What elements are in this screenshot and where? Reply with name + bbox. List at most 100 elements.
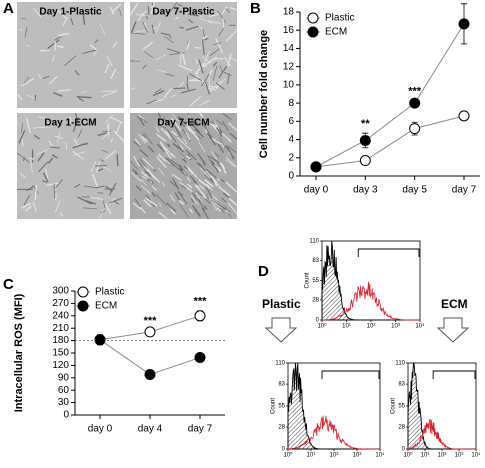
cell [194,62,206,75]
cell [154,88,162,94]
cell [198,24,203,30]
cell [171,130,178,137]
cell [196,197,206,211]
cell [196,135,202,140]
cell [186,155,191,160]
cell [24,27,28,38]
cell [205,168,218,179]
y-tick-label: 0 [316,318,320,324]
cell [99,23,106,36]
cell [197,153,206,165]
cell [179,26,184,29]
cell [213,164,222,171]
cell [104,63,110,74]
y-tick-label: 60 [58,385,70,396]
cell [183,165,188,170]
cell [59,212,64,217]
cell [162,181,166,187]
cell [139,206,146,214]
cell [169,180,177,188]
stained-histogram [288,415,380,450]
cell [86,120,88,126]
cell [82,207,98,210]
marker [194,352,206,364]
cell [225,29,238,42]
cell [147,178,155,184]
cell [42,172,49,183]
y-tick-label: 0 [63,410,69,421]
cell [156,143,165,153]
cell [171,113,179,122]
cell [201,73,210,87]
cell [146,171,152,177]
y-tick-label: 8 [288,98,294,109]
cell [187,153,192,161]
cell [101,130,111,132]
cell [99,209,104,220]
cell [33,134,40,140]
cell [139,158,147,167]
cell [194,46,202,49]
marker [194,310,206,322]
cell [143,132,153,145]
cell [150,99,164,104]
y-axis-label: Count [305,272,311,288]
cell [223,169,227,175]
cell [101,149,108,153]
cell [95,185,105,189]
cell [190,195,199,206]
cell [170,117,182,131]
x-tick-label: day 0 [88,424,113,435]
cell [132,168,138,176]
cell [202,29,205,38]
cell [77,129,83,138]
y-axis-label: Count [391,398,397,414]
legend-marker [77,286,89,298]
cell [130,21,137,33]
cell [206,170,212,179]
cell [229,6,238,11]
cell [25,205,32,212]
cell [207,20,221,24]
cell [131,172,142,182]
y-tick-label: 0 [288,171,294,182]
cell [143,199,152,208]
cell [82,49,96,54]
cell [108,197,123,204]
cell [189,208,194,213]
cell [191,131,200,142]
cell [21,202,32,209]
cell [140,117,148,124]
cell [119,8,122,17]
cell [201,35,208,40]
cell [167,157,181,167]
cell [92,50,98,58]
cell [147,145,154,153]
cell [131,32,146,35]
cell [69,116,72,126]
y-tick-label: 240 [52,310,69,321]
y-tick-label: 0 [402,447,406,453]
cell [22,156,25,162]
image-label: Day 7-Plastic [152,7,215,18]
cell [186,183,193,189]
cell [53,36,62,41]
cell [36,149,48,156]
cell [46,182,59,186]
cell [148,5,159,11]
panel-letter: A [3,0,14,17]
cell [189,79,204,82]
cell [146,99,157,105]
cell [227,72,230,85]
cell [26,118,31,134]
cell [224,56,232,67]
y-tick-label: 0 [282,447,286,453]
cell [141,135,148,143]
cell [166,48,181,54]
cell [17,94,23,100]
cell [222,192,230,199]
y-tick-label: 12 [283,61,295,72]
cell [198,59,204,74]
x-tick-label: 10⁰ [317,323,327,330]
